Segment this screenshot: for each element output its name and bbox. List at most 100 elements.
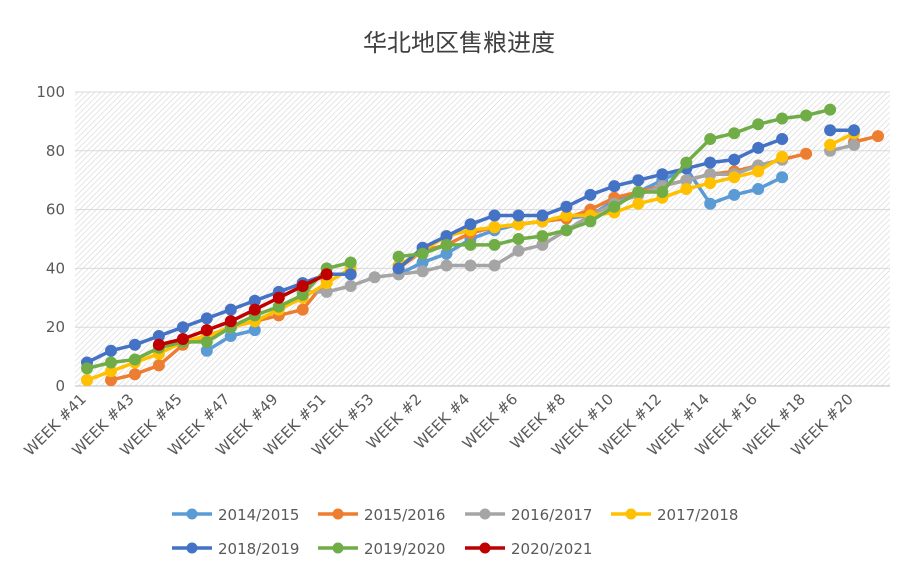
data-point — [416, 247, 429, 260]
data-point — [608, 180, 621, 193]
data-point — [224, 303, 237, 316]
legend-item: 2014/2015 — [172, 506, 299, 524]
data-point — [488, 209, 501, 222]
legend-item: 2018/2019 — [172, 540, 299, 558]
data-point — [776, 171, 789, 184]
data-point — [464, 259, 477, 272]
data-point — [272, 291, 285, 304]
data-point — [680, 183, 693, 195]
data-point — [416, 265, 429, 278]
y-tick-label: 80 — [46, 142, 65, 160]
legend-label: 2015/2016 — [364, 506, 445, 524]
legend-item: 2020/2021 — [465, 540, 592, 558]
data-point — [464, 218, 477, 231]
data-point — [200, 324, 213, 337]
legend: 2014/2015 2015/2016 2016/2017 2017/2018 2018… — [172, 506, 738, 558]
data-point — [584, 215, 597, 228]
data-point — [488, 259, 501, 272]
legend-marker — [479, 508, 491, 520]
data-point — [392, 262, 405, 275]
legend-marker — [186, 542, 198, 554]
legend-marker — [332, 508, 344, 520]
data-point — [224, 315, 237, 328]
legend-marker — [332, 542, 344, 554]
legend-marker — [479, 542, 491, 554]
data-point — [536, 230, 549, 243]
data-point — [704, 133, 717, 145]
data-point — [752, 165, 765, 178]
data-point — [632, 197, 645, 210]
data-point — [536, 209, 549, 222]
data-point — [728, 188, 741, 201]
data-point — [704, 156, 717, 169]
data-point — [464, 238, 477, 251]
data-point — [752, 141, 765, 154]
y-tick-label: 20 — [46, 318, 65, 336]
data-point — [632, 174, 645, 187]
data-point — [200, 335, 213, 348]
legend-label: 2020/2021 — [511, 540, 592, 558]
data-point — [368, 271, 381, 284]
y-tick-label: 40 — [46, 259, 65, 277]
data-point — [824, 103, 837, 116]
legend-marker — [186, 508, 198, 520]
y-tick-label: 60 — [46, 201, 65, 219]
data-point — [848, 138, 860, 151]
data-point — [680, 156, 693, 169]
data-point — [248, 303, 261, 316]
data-point — [632, 186, 645, 198]
data-point — [296, 280, 309, 292]
chart-title: 华北地区售粮进度 — [363, 29, 555, 57]
data-point — [848, 124, 860, 137]
data-point — [128, 353, 141, 366]
data-point — [152, 338, 165, 351]
data-point — [512, 233, 525, 245]
data-point — [728, 127, 741, 140]
data-point — [728, 171, 741, 184]
data-point — [128, 338, 141, 351]
data-point — [152, 359, 165, 372]
legend-label: 2017/2018 — [657, 506, 738, 524]
data-point — [296, 303, 309, 316]
data-point — [81, 374, 93, 387]
legend-item: 2017/2018 — [611, 506, 738, 524]
data-point — [704, 177, 717, 190]
data-point — [488, 238, 501, 251]
data-point — [392, 250, 405, 263]
data-point — [776, 150, 789, 163]
data-point — [656, 168, 669, 181]
series-lines — [81, 103, 884, 387]
series-2020-2021 — [152, 268, 333, 351]
data-point — [776, 112, 789, 125]
data-point — [608, 200, 621, 213]
legend-label: 2014/2015 — [218, 506, 299, 524]
legend-label: 2016/2017 — [511, 506, 592, 524]
data-point — [800, 109, 813, 122]
data-point — [176, 321, 189, 334]
legend-item: 2016/2017 — [465, 506, 592, 524]
data-point — [752, 118, 765, 131]
legend-item: 2015/2016 — [318, 506, 445, 524]
data-point — [824, 124, 837, 137]
data-point — [128, 368, 141, 381]
data-point — [200, 312, 213, 325]
data-point — [344, 268, 357, 281]
data-point — [656, 186, 669, 198]
data-point — [344, 280, 357, 292]
data-point — [81, 362, 93, 375]
data-point — [824, 138, 837, 151]
data-point — [560, 224, 573, 237]
data-point — [105, 356, 117, 369]
legend-marker — [625, 508, 637, 520]
data-point — [176, 333, 189, 345]
legend-label: 2018/2019 — [218, 540, 299, 558]
data-point — [488, 221, 501, 234]
data-point — [512, 209, 525, 222]
data-point — [800, 147, 813, 160]
legend-label: 2019/2020 — [364, 540, 445, 558]
data-point — [344, 256, 357, 269]
legend-item: 2019/2020 — [318, 540, 445, 558]
data-point — [320, 268, 333, 281]
